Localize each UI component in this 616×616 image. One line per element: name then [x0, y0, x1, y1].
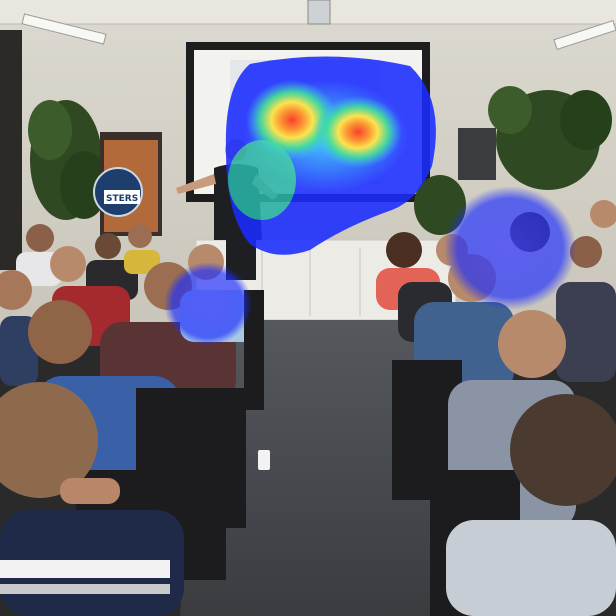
ceiling-light-right — [553, 20, 616, 50]
audience-right — [376, 200, 616, 616]
plant-right — [414, 86, 612, 235]
heat-center-audience — [164, 262, 252, 346]
heat-right-audience — [444, 186, 576, 310]
attention-heatmap — [164, 56, 576, 346]
left-pillar — [0, 30, 22, 270]
ceiling-vent — [307, 0, 331, 25]
hotspot-right — [314, 96, 402, 168]
poster-sign: STERS — [93, 132, 162, 236]
heat-speaker-glow — [228, 140, 296, 220]
sign-text: STERS — [106, 194, 138, 204]
cup — [258, 450, 270, 470]
hotspot-left — [246, 80, 338, 160]
ceiling-light-left — [21, 13, 107, 45]
audience-left — [0, 224, 246, 616]
